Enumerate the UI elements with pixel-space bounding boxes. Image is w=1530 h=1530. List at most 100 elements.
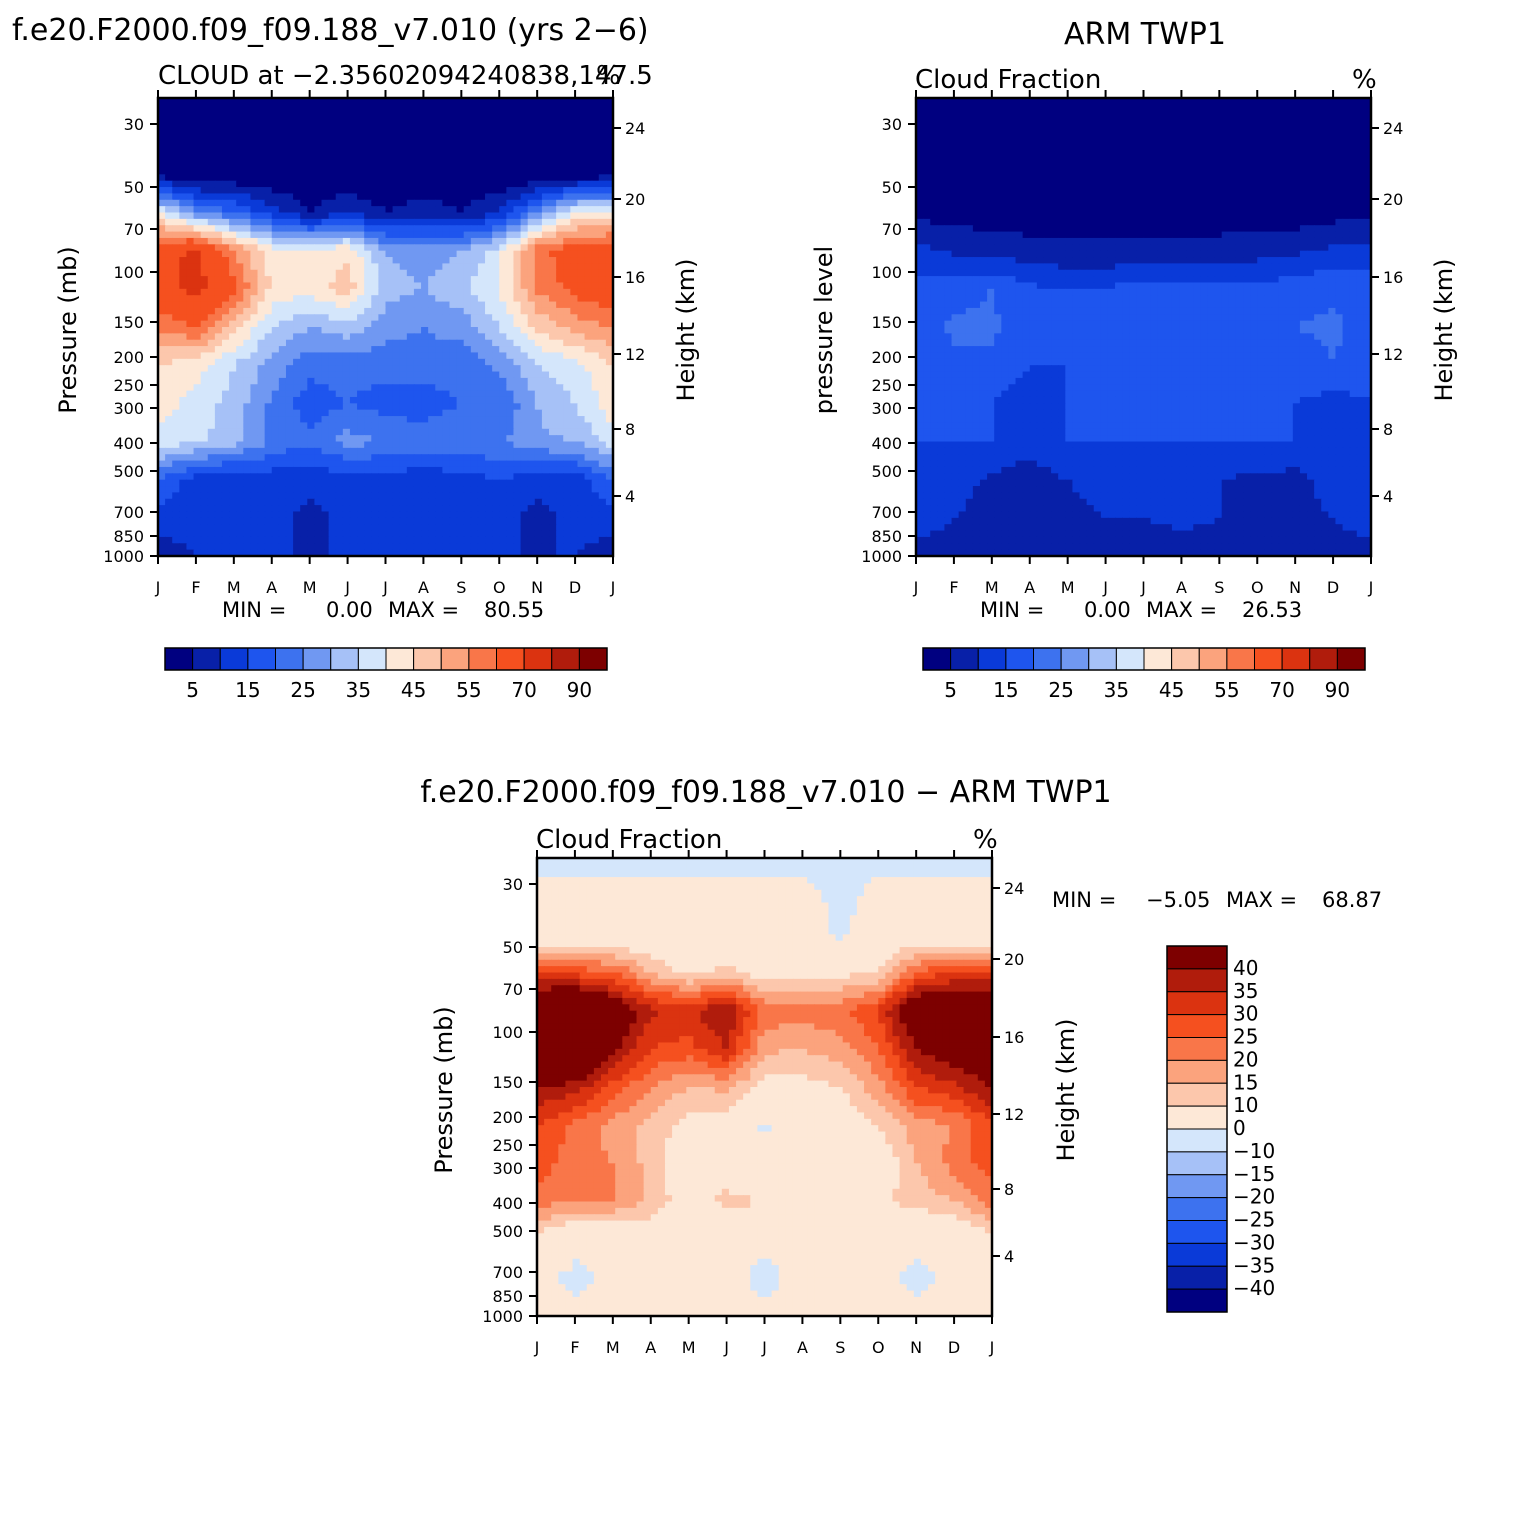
model-field-cell (499, 218, 507, 226)
model-field-cell (527, 486, 536, 493)
model-field-cell (577, 390, 586, 398)
model-field-cell (463, 155, 472, 163)
model-field-cell (477, 218, 486, 226)
model-field-cell (499, 403, 507, 411)
model-field-cell (499, 530, 507, 538)
model-field-cell (385, 161, 394, 169)
model-field-cell (520, 307, 529, 315)
model-field-cell (428, 511, 436, 519)
model-field-cell (549, 460, 557, 468)
model-field-cell (335, 428, 344, 436)
model-field-cell (499, 352, 507, 360)
model-field-cell (442, 524, 451, 532)
model-field-cell (221, 416, 230, 424)
model-field-cell (506, 517, 515, 525)
model-field-cell (158, 282, 166, 290)
model-field-cell (406, 276, 415, 284)
obs-field-cell (1221, 117, 1230, 125)
model-field-cell (577, 161, 586, 169)
model-field-cell (584, 390, 593, 398)
model-field-cell (520, 167, 529, 175)
model-field-cell (591, 346, 600, 354)
model-field-cell (541, 117, 550, 125)
model-field-cell (584, 295, 593, 303)
model-field-cell (264, 218, 273, 226)
model-field-cell (264, 148, 273, 156)
model-field-cell (605, 517, 614, 525)
model-field-cell (165, 384, 173, 392)
model-field-cell (534, 276, 543, 284)
model-field-cell (300, 288, 308, 296)
model-field-cell (229, 524, 237, 532)
model-field-cell (442, 142, 451, 150)
model-field-cell (314, 123, 323, 131)
model-field-cell (570, 155, 579, 163)
obs-field-cell (958, 98, 967, 105)
model-field-cell (243, 301, 252, 309)
model-field-cell (285, 104, 294, 112)
model-field-cell (371, 142, 379, 150)
model-field-cell (463, 428, 472, 436)
model-field-cell (321, 263, 330, 271)
model-field-cell (549, 549, 557, 557)
model-field-cell (278, 441, 287, 449)
model-field-cell (264, 288, 273, 296)
model-field-cell (499, 307, 507, 315)
model-field-cell (214, 505, 223, 513)
model-field-cell (335, 231, 344, 239)
model-field-cell (428, 187, 436, 195)
model-field-cell (314, 473, 323, 481)
model-field-cell (179, 333, 188, 341)
model-field-cell (549, 530, 557, 538)
model-field-cell (399, 98, 408, 105)
model-field-cell (328, 409, 337, 417)
model-field-cell (499, 441, 507, 449)
obs-field-cell (1164, 104, 1173, 112)
model-field-cell (499, 486, 507, 493)
model-field-cell (406, 237, 415, 245)
model-field-cell (321, 511, 330, 519)
model-field-cell (278, 365, 287, 373)
model-field-cell (570, 428, 579, 436)
model-field-cell (406, 333, 415, 341)
model-field-cell (442, 320, 451, 328)
model-field-cell (492, 384, 500, 392)
model-field-cell (442, 428, 451, 436)
model-field-cell (335, 142, 344, 150)
model-field-cell (285, 384, 294, 392)
model-field-cell (186, 129, 195, 137)
model-field-cell (328, 447, 337, 455)
model-field-cell (207, 136, 216, 144)
model-field-cell (378, 524, 387, 532)
model-field-cell (527, 460, 536, 468)
model-field-cell (428, 142, 436, 150)
model-field-cell (321, 543, 330, 551)
model-field-cell (598, 123, 607, 131)
model-field-cell (271, 123, 280, 131)
model-field-cell (399, 263, 408, 271)
model-field-cell (556, 492, 564, 500)
obs-field-cell (1171, 104, 1180, 112)
model-field-cell (271, 129, 280, 137)
model-field-cell (392, 117, 401, 125)
model-field-cell (591, 225, 600, 233)
model-field-cell (293, 231, 301, 239)
model-field-cell (314, 460, 323, 468)
model-field-cell (435, 466, 443, 474)
model-field-cell (549, 167, 557, 175)
model-field-cell (342, 288, 351, 296)
model-field-cell (378, 320, 387, 328)
model-xtick-label: O (493, 578, 506, 597)
model-field-cell (485, 276, 493, 284)
model-field-cell (314, 416, 323, 424)
model-field-cell (499, 416, 507, 424)
model-field-cell (300, 333, 308, 341)
model-field-cell (221, 492, 230, 500)
model-field-cell (541, 390, 550, 398)
model-field-cell (264, 447, 273, 455)
model-field-cell (598, 136, 607, 144)
model-field-cell (413, 148, 422, 156)
model-field-cell (470, 218, 479, 226)
model-field-cell (513, 123, 522, 131)
model-field-cell (591, 104, 600, 112)
